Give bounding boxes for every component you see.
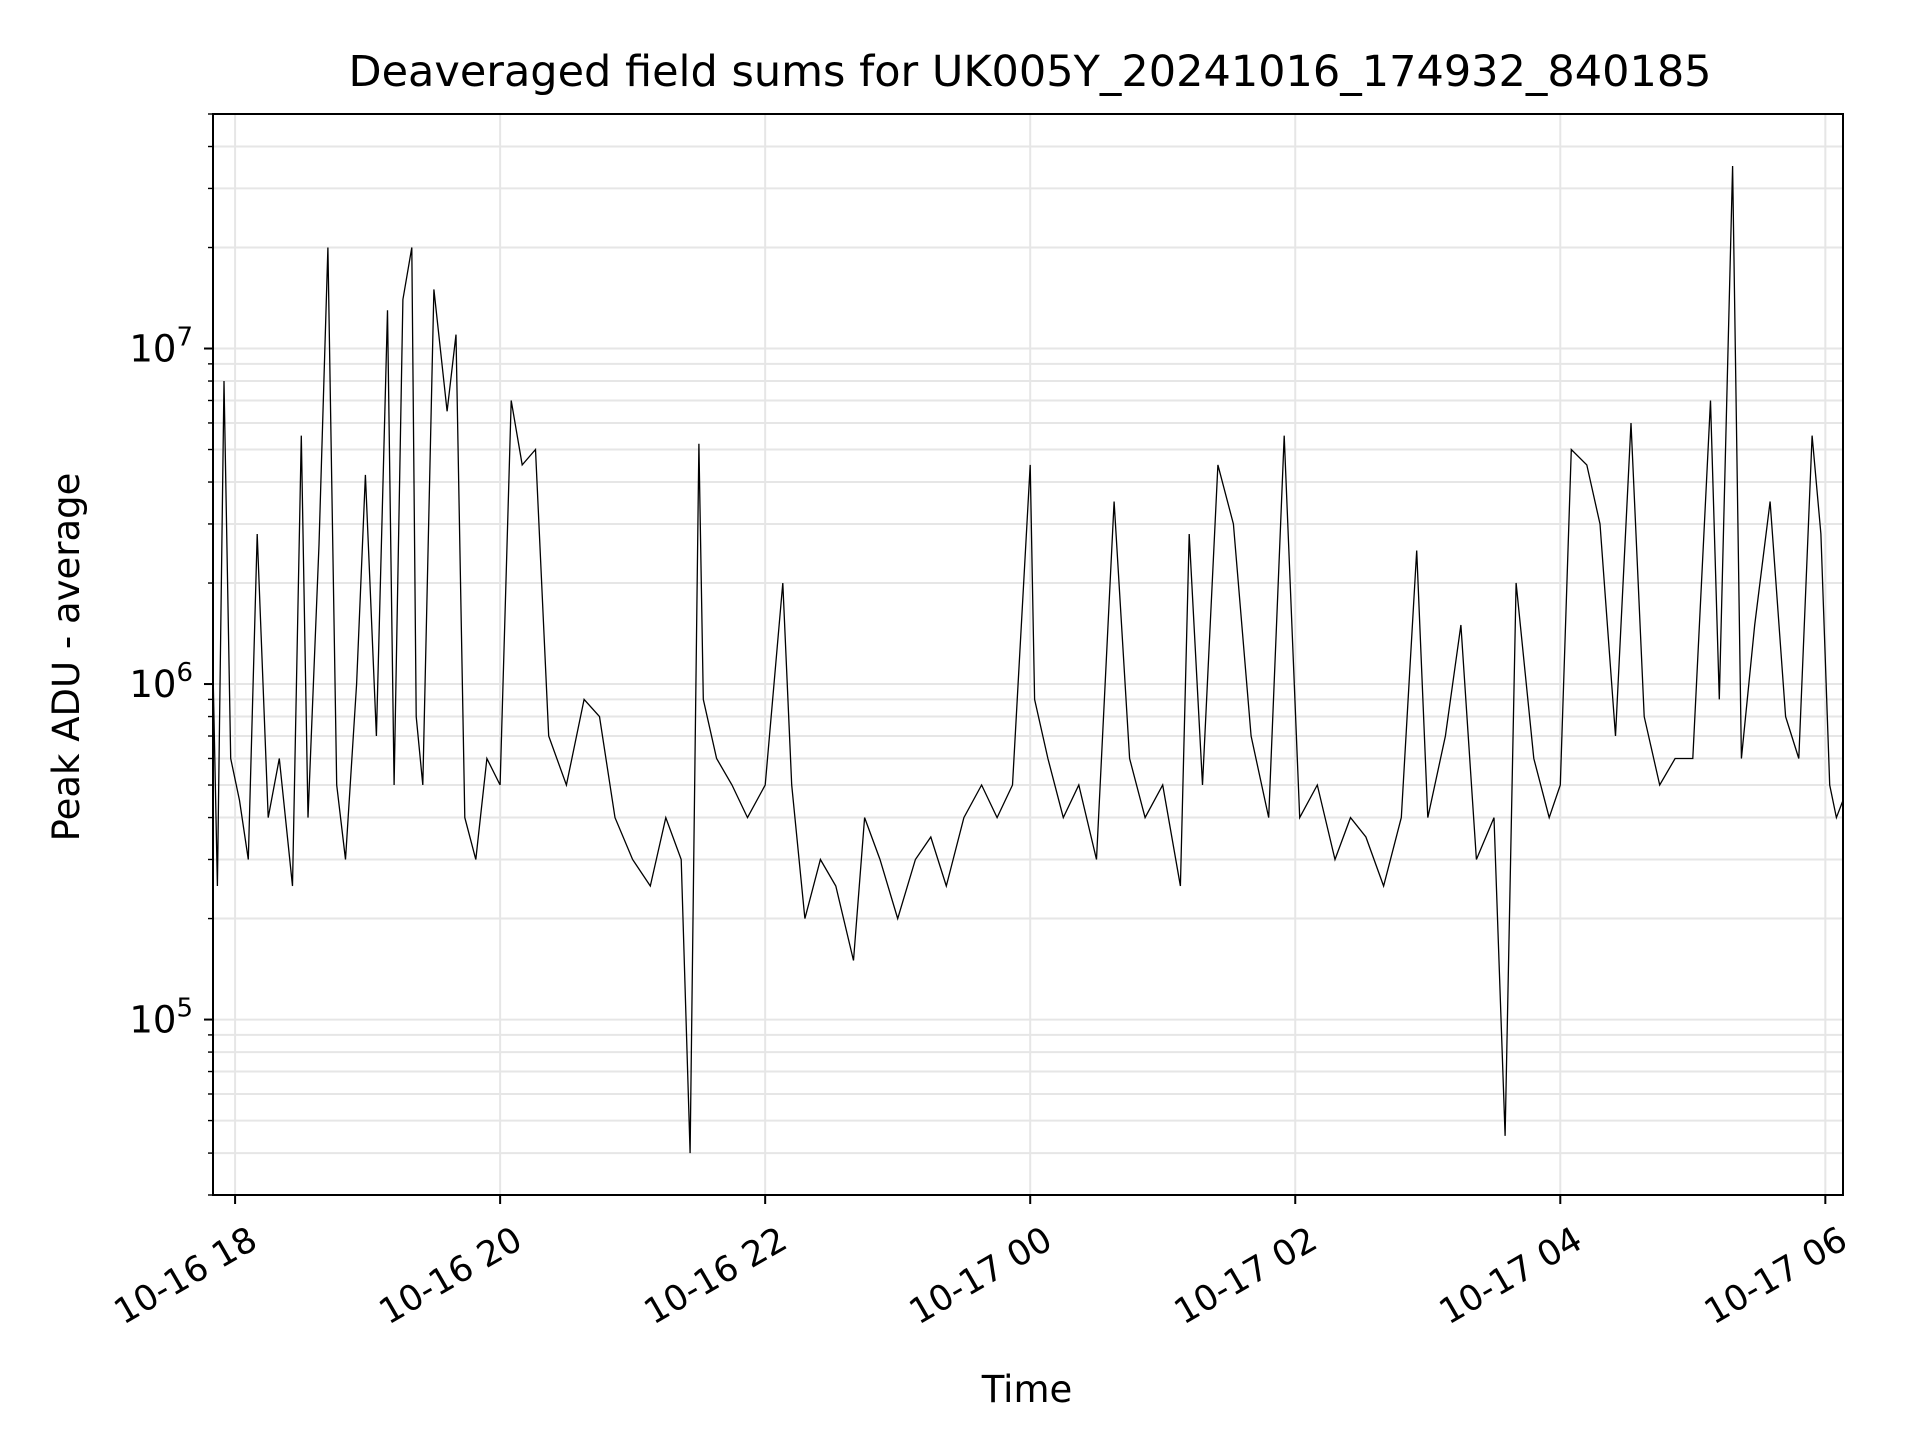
plot-frame xyxy=(212,113,1844,1196)
y-tick-base: 10 xyxy=(129,663,176,706)
grid xyxy=(213,113,1843,1196)
series-line xyxy=(212,165,1844,1154)
y-tick-label: 107 xyxy=(129,323,193,371)
y-tick-exponent: 7 xyxy=(176,323,193,353)
y-tick-base: 10 xyxy=(129,328,176,371)
y-tick-exponent: 5 xyxy=(176,994,193,1024)
x-axis-label: Time xyxy=(981,1368,1073,1411)
y-tick-label: 106 xyxy=(129,658,193,706)
y-tick-exponent: 6 xyxy=(176,658,193,688)
y-tick-base: 10 xyxy=(129,999,176,1042)
series-layer xyxy=(212,165,1844,1154)
y-tick-label: 105 xyxy=(129,994,193,1042)
chart-title: Deaveraged field sums for UK005Y_2024101… xyxy=(348,47,1711,97)
y-axis-label: Peak ADU - average xyxy=(45,473,88,842)
